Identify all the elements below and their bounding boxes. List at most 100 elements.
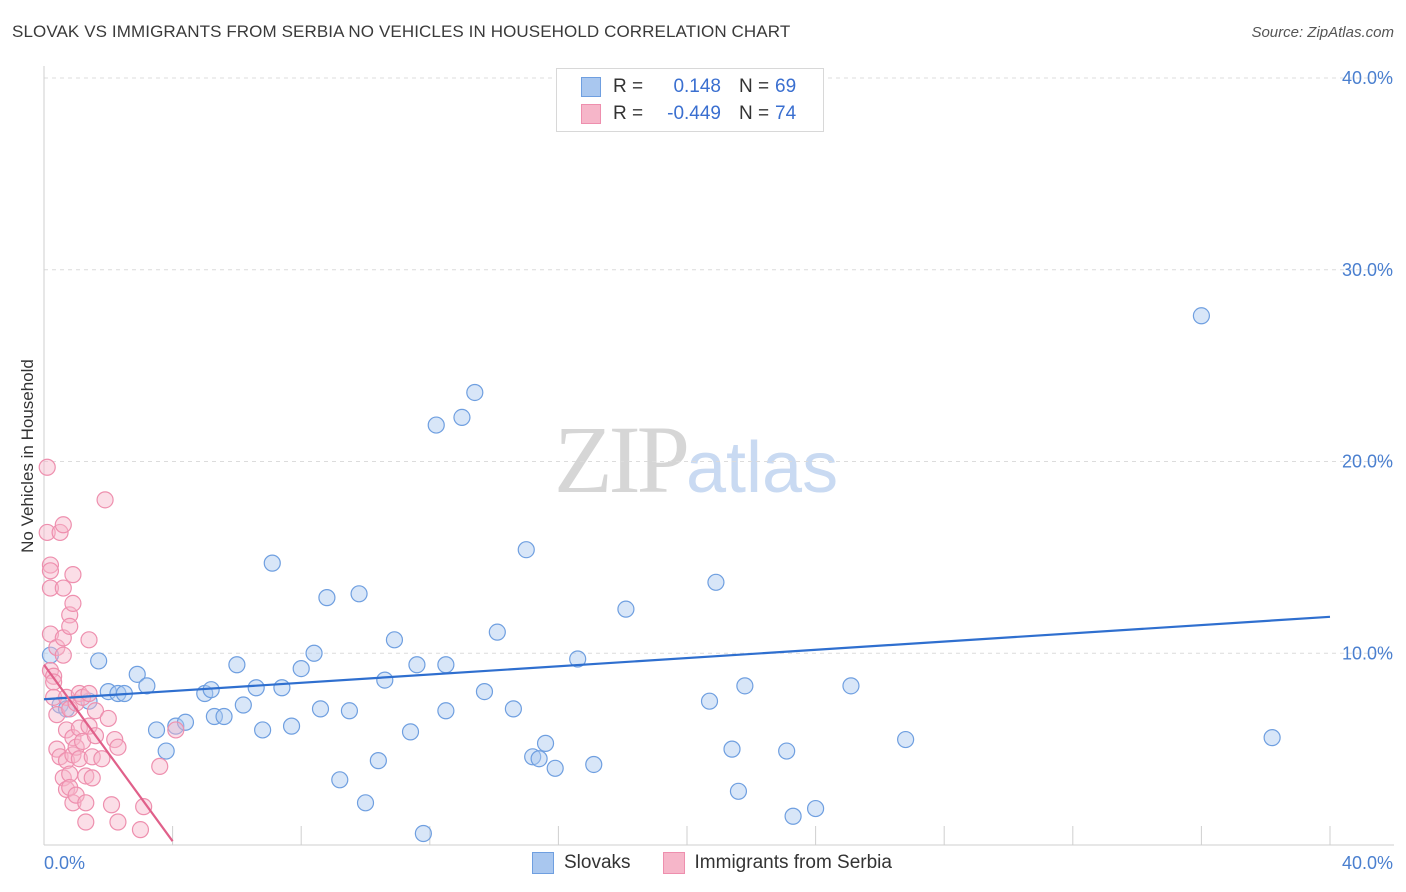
serbia-point — [93, 750, 111, 768]
serbia-point — [83, 769, 101, 787]
chart-title: SLOVAK VS IMMIGRANTS FROM SERBIA NO VEHI… — [12, 22, 791, 41]
n-value: 69 — [775, 76, 797, 97]
serbia-point — [54, 516, 72, 534]
serbia-point — [167, 721, 185, 739]
slovaks-point — [273, 679, 291, 697]
slovaks-point — [318, 589, 336, 607]
r-value: -0.449 — [667, 103, 721, 124]
slovaks-point — [453, 408, 471, 426]
slovaks-point — [517, 541, 535, 559]
serbia-point — [64, 594, 82, 612]
slovaks-point — [331, 771, 349, 789]
x-tick-label: 40.0% — [1342, 853, 1393, 873]
serbia-point — [70, 750, 88, 768]
slovaks-point — [736, 677, 754, 695]
slovaks-point — [569, 650, 587, 668]
slovaks-point — [437, 656, 455, 674]
slovaks-point — [1192, 307, 1211, 325]
stats-row-slovaks: R = 0.148 N = 69 — [581, 74, 796, 100]
slovaks-point — [1263, 729, 1281, 747]
serbia-point — [41, 562, 60, 580]
slovaks-point — [488, 623, 506, 641]
slovaks-point — [350, 585, 368, 603]
tick-labels: 10.0% 20.0% 30.0% 40.0% 0.0% 40.0% — [44, 68, 1393, 873]
slovaks-point — [546, 759, 564, 777]
y-tick-label: 30.0% — [1342, 260, 1393, 280]
slovaks-point — [263, 554, 281, 572]
slovaks-point — [414, 824, 432, 843]
gridlines — [44, 77, 1394, 654]
slovaks-point — [247, 679, 265, 697]
series-legend: Slovaks Immigrants from Serbia — [532, 852, 924, 874]
serbia-point — [80, 684, 98, 703]
slovaks-point — [305, 644, 323, 662]
slovaks-point — [205, 707, 223, 726]
slovaks-point — [466, 383, 484, 402]
n-label: N = — [739, 103, 770, 124]
serbia-legend-swatch — [662, 852, 685, 874]
serbia-point — [54, 579, 72, 597]
serbia-point — [99, 709, 117, 728]
slovaks-point — [897, 730, 915, 749]
serbia-point — [61, 617, 79, 636]
watermark-atlas: atlas — [686, 428, 839, 508]
y-tick-label: 10.0% — [1342, 643, 1393, 663]
slovaks-point — [340, 702, 359, 720]
serbia-point — [45, 673, 63, 691]
y-tick-label: 40.0% — [1342, 68, 1393, 88]
n-value: 74 — [775, 103, 797, 124]
slovaks-point — [778, 742, 796, 760]
slovaks-point — [530, 750, 548, 768]
serbia-point — [57, 752, 76, 770]
slovaks-point — [524, 748, 542, 766]
slovaks-point — [292, 659, 310, 678]
serbia-point — [109, 813, 127, 831]
serbia-point — [151, 757, 169, 775]
serbia-point — [38, 523, 56, 542]
slovaks-point — [806, 799, 825, 818]
slovaks-point — [585, 755, 603, 774]
slovaks-point — [437, 702, 455, 720]
slovaks-point — [228, 656, 246, 674]
slovaks-point — [729, 782, 748, 800]
slovaks-point — [385, 631, 404, 649]
source-label: Source: ZipAtlas.com — [1251, 24, 1394, 41]
trend-lines — [43, 615, 1331, 842]
slovaks-point — [128, 665, 146, 683]
slovaks-point — [408, 656, 426, 674]
legend-item-serbia[interactable]: Immigrants from Serbia — [662, 852, 892, 874]
slovaks-point — [707, 573, 725, 591]
legend-label-slovaks: Slovaks — [564, 852, 631, 873]
slovaks-point — [167, 717, 185, 735]
slovaks-point — [215, 707, 233, 726]
serbia-point — [131, 821, 150, 839]
r-label: R = — [613, 103, 644, 124]
legend-label-serbia: Immigrants from Serbia — [694, 852, 892, 873]
y-tick-label: 20.0% — [1342, 452, 1393, 472]
serbia-point — [64, 566, 82, 584]
slovaks-point — [475, 682, 494, 701]
serbia-point — [80, 631, 98, 649]
serbia-point — [41, 579, 60, 597]
serbia-point — [96, 491, 114, 509]
slovaks-legend-swatch — [532, 852, 554, 874]
data-points — [38, 307, 1281, 843]
slovaks-point — [700, 692, 719, 710]
legend-item-slovaks[interactable]: Slovaks — [532, 852, 631, 874]
serbia-point — [109, 738, 127, 756]
serbia-point — [38, 458, 56, 476]
serbia-point — [77, 794, 95, 812]
x-tick-label: 0.0% — [44, 853, 85, 873]
serbia-point — [77, 767, 95, 785]
slovaks-point — [157, 742, 175, 760]
slovaks-point — [282, 717, 301, 735]
slovaks-point — [376, 671, 394, 689]
slovaks-point — [147, 721, 166, 739]
serbia-point — [54, 646, 72, 664]
serbia-trend-line — [43, 664, 174, 842]
serbia-point — [41, 556, 60, 574]
slovaks-point — [617, 600, 635, 618]
r-value: 0.148 — [673, 76, 721, 97]
watermark-zip: ZIP — [554, 406, 690, 513]
